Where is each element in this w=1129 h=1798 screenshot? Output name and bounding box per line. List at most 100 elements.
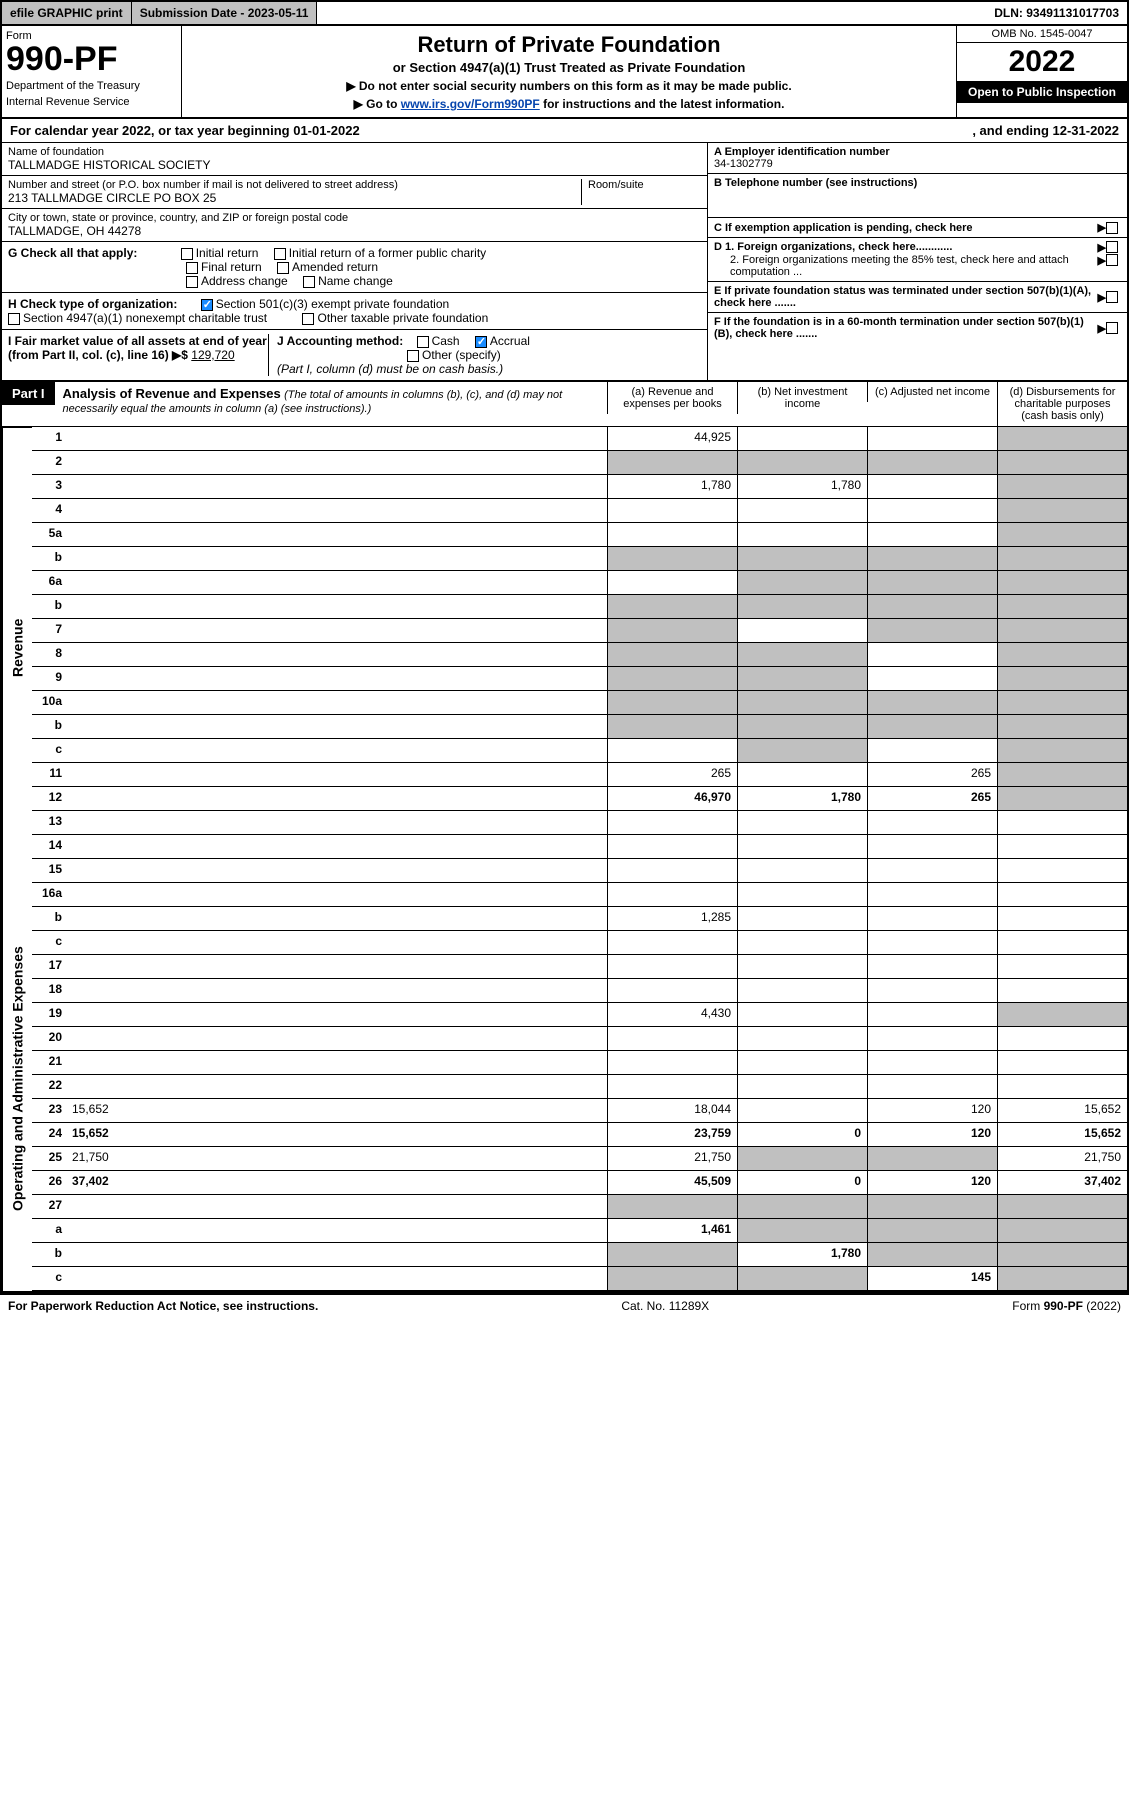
cell-c bbox=[867, 523, 997, 546]
j-note: (Part I, column (d) must be on cash basi… bbox=[277, 362, 503, 376]
line-desc bbox=[68, 595, 607, 618]
line-number: 7 bbox=[32, 619, 68, 642]
line-desc bbox=[68, 451, 607, 474]
form-990pf: efile GRAPHIC print Submission Date - 20… bbox=[0, 0, 1129, 1293]
cb-4947a1[interactable] bbox=[8, 313, 20, 325]
cell-c bbox=[867, 1003, 997, 1026]
cell-b bbox=[737, 595, 867, 618]
cb-initial-return[interactable] bbox=[181, 248, 193, 260]
cell-b bbox=[737, 547, 867, 570]
cb-name-change[interactable] bbox=[303, 276, 315, 288]
line-desc bbox=[68, 883, 607, 906]
line-desc bbox=[68, 1027, 607, 1050]
cell-d bbox=[997, 475, 1127, 498]
cb-cash[interactable] bbox=[417, 336, 429, 348]
line-desc bbox=[68, 1051, 607, 1074]
line-desc: 21,750 bbox=[68, 1147, 607, 1170]
table-row: 4 bbox=[32, 499, 1127, 523]
cb-d2[interactable] bbox=[1106, 254, 1118, 266]
cell-a bbox=[607, 523, 737, 546]
cell-b bbox=[737, 883, 867, 906]
table-row: 22 bbox=[32, 1075, 1127, 1099]
cell-c bbox=[867, 667, 997, 690]
instr-2: ▶ Go to www.irs.gov/Form990PF for instru… bbox=[188, 97, 950, 111]
h-opt3: Other taxable private foundation bbox=[317, 311, 488, 325]
cb-e[interactable] bbox=[1106, 291, 1118, 303]
line-desc bbox=[68, 763, 607, 786]
d2-label: 2. Foreign organizations meeting the 85%… bbox=[714, 254, 1098, 278]
cb-c[interactable] bbox=[1106, 222, 1118, 234]
cb-accrual[interactable] bbox=[475, 336, 487, 348]
cell-c bbox=[867, 1027, 997, 1050]
cell-a: 1,780 bbox=[607, 475, 737, 498]
cell-a bbox=[607, 859, 737, 882]
cell-b bbox=[737, 643, 867, 666]
cb-address-change[interactable] bbox=[186, 276, 198, 288]
table-row: 7 bbox=[32, 619, 1127, 643]
form-header: Form 990-PF Department of the Treasury I… bbox=[2, 26, 1127, 119]
cell-a: 1,461 bbox=[607, 1219, 737, 1242]
line-desc bbox=[68, 547, 607, 570]
table-row: 14 bbox=[32, 835, 1127, 859]
cb-f[interactable] bbox=[1106, 322, 1118, 334]
cell-b bbox=[737, 979, 867, 1002]
table-row: 18 bbox=[32, 979, 1127, 1003]
cell-a bbox=[607, 739, 737, 762]
cell-b bbox=[737, 859, 867, 882]
cell-b bbox=[737, 1003, 867, 1026]
g-opt-3: Amended return bbox=[292, 260, 378, 274]
cell-c bbox=[867, 1219, 997, 1242]
efile-label: efile GRAPHIC print bbox=[2, 2, 132, 24]
cell-c: 120 bbox=[867, 1099, 997, 1122]
table-row: 20 bbox=[32, 1027, 1127, 1051]
line-number: 26 bbox=[32, 1171, 68, 1194]
cell-a bbox=[607, 451, 737, 474]
table-row: 13 bbox=[32, 811, 1127, 835]
form990pf-link[interactable]: www.irs.gov/Form990PF bbox=[401, 97, 540, 111]
cb-other-taxable[interactable] bbox=[302, 313, 314, 325]
cell-d bbox=[997, 1075, 1127, 1098]
g-label: G Check all that apply: bbox=[8, 246, 137, 260]
cb-other-method[interactable] bbox=[407, 350, 419, 362]
cell-c bbox=[867, 835, 997, 858]
f-label: F If the foundation is in a 60-month ter… bbox=[714, 316, 1098, 340]
cell-b bbox=[737, 499, 867, 522]
cell-d bbox=[997, 979, 1127, 1002]
line-desc: 15,652 bbox=[68, 1099, 607, 1122]
foundation-name: TALLMADGE HISTORICAL SOCIETY bbox=[8, 158, 701, 172]
cell-a bbox=[607, 1027, 737, 1050]
cell-b bbox=[737, 1219, 867, 1242]
cb-amended-return[interactable] bbox=[277, 262, 289, 274]
cell-a bbox=[607, 643, 737, 666]
cell-d bbox=[997, 907, 1127, 930]
cell-a bbox=[607, 571, 737, 594]
cb-initial-former[interactable] bbox=[274, 248, 286, 260]
j-label: J Accounting method: bbox=[277, 334, 403, 348]
cell-a bbox=[607, 619, 737, 642]
cb-final-return[interactable] bbox=[186, 262, 198, 274]
cell-c bbox=[867, 499, 997, 522]
cell-c: 120 bbox=[867, 1171, 997, 1194]
line-number: 10a bbox=[32, 691, 68, 714]
cb-d1[interactable] bbox=[1106, 241, 1118, 253]
cell-a: 21,750 bbox=[607, 1147, 737, 1170]
j-other: Other (specify) bbox=[422, 348, 501, 362]
cb-501c3[interactable] bbox=[201, 299, 213, 311]
line-number: 27 bbox=[32, 1195, 68, 1218]
g-opt-2: Final return bbox=[201, 260, 262, 274]
cell-c bbox=[867, 571, 997, 594]
cell-d bbox=[997, 1267, 1127, 1290]
cell-b: 1,780 bbox=[737, 475, 867, 498]
cell-a bbox=[607, 715, 737, 738]
line-number: 6a bbox=[32, 571, 68, 594]
dept: Department of the Treasury bbox=[6, 76, 177, 92]
cell-b bbox=[737, 715, 867, 738]
line-number: b bbox=[32, 907, 68, 930]
calyear-begin: For calendar year 2022, or tax year begi… bbox=[10, 123, 360, 138]
instr2-post: for instructions and the latest informat… bbox=[540, 97, 785, 111]
line-desc bbox=[68, 427, 607, 450]
irs: Internal Revenue Service bbox=[6, 92, 177, 108]
line-desc bbox=[68, 739, 607, 762]
cell-a bbox=[607, 499, 737, 522]
part1-title: Analysis of Revenue and Expenses bbox=[63, 386, 281, 401]
